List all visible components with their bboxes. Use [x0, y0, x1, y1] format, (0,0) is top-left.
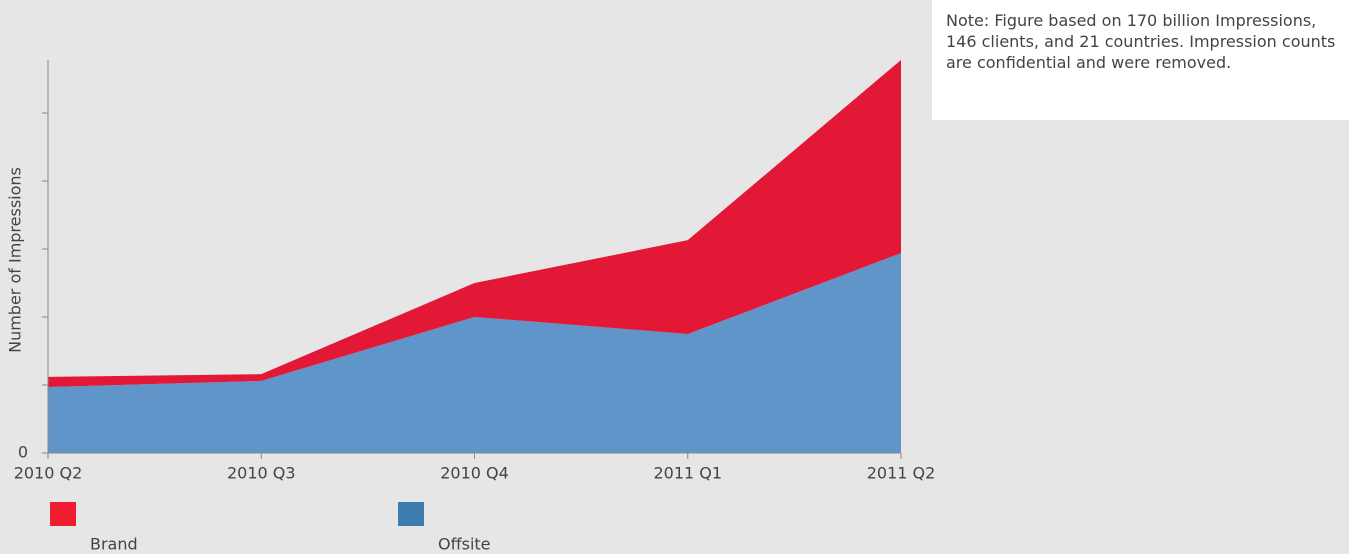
x-tick-label: 2011 Q1: [653, 464, 722, 483]
area: [48, 60, 901, 388]
legend-swatch: [50, 502, 76, 526]
legend-label: Brand: [90, 535, 138, 554]
x-tick-label: 2010 Q2: [14, 464, 83, 483]
note: Note: Figure based on 170 billion Impres…: [932, 0, 1349, 120]
x-tick-label: 2011 Q2: [867, 464, 936, 483]
legend-label: Offsite: [438, 535, 491, 554]
legend-swatch: [398, 502, 424, 526]
y-tick-label: 0: [18, 443, 28, 462]
area: [48, 253, 901, 453]
x-tick-label: 2010 Q4: [440, 464, 509, 483]
y-axis-label: Number of Impressions: [6, 167, 25, 353]
x-tick-label: 2010 Q3: [227, 464, 296, 483]
